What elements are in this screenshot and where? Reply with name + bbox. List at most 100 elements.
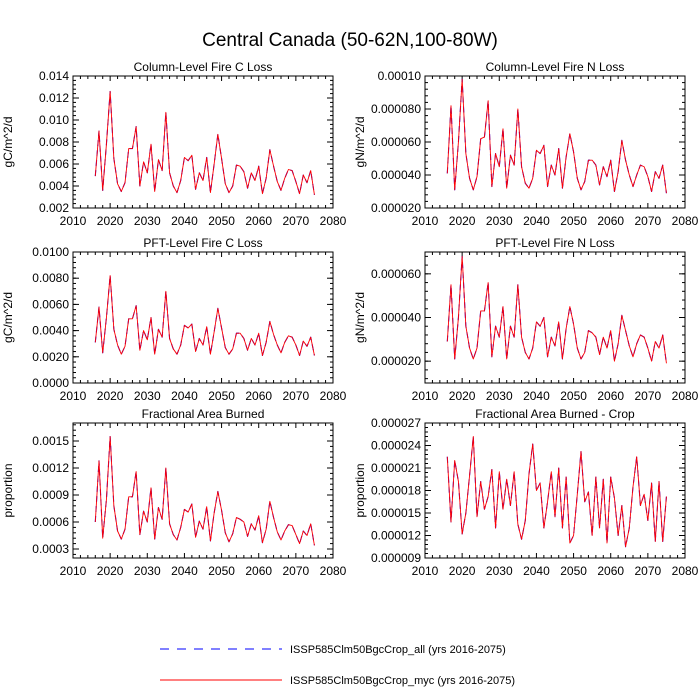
y-tick-label: 0.0060: [32, 297, 69, 311]
x-tick-label: 2060: [245, 214, 272, 228]
x-tick-label: 2080: [672, 214, 699, 228]
panel-title: PFT-Level Fire C Loss: [143, 236, 262, 250]
series-line-myc: [94, 436, 315, 546]
y-tick-label: 0.000027: [371, 416, 421, 430]
y-tick-label: 0.0040: [32, 324, 69, 338]
y-tick-label: 0.014: [39, 69, 69, 83]
y-tick-label: 0.010: [39, 113, 69, 127]
x-tick-label: 2050: [560, 564, 587, 578]
panel-title: Fractional Area Burned: [142, 407, 265, 421]
x-tick-label: 2080: [320, 564, 347, 578]
x-tick-label: 2020: [97, 214, 124, 228]
y-axis-label: gC/m^2/d: [1, 117, 15, 168]
x-tick-label: 2040: [523, 389, 550, 403]
plot-frame: [424, 75, 686, 209]
x-tick-label: 2010: [412, 564, 439, 578]
y-tick-label: 0.000009: [371, 551, 421, 565]
x-tick-label: 2050: [560, 214, 587, 228]
x-tick-label: 2010: [412, 389, 439, 403]
panel-title: Fractional Area Burned - Crop: [475, 407, 635, 421]
x-tick-label: 2060: [597, 564, 624, 578]
x-tick-label: 2060: [597, 214, 624, 228]
y-tick-label: 0.000012: [371, 529, 421, 543]
y-tick-label: 0.000060: [371, 267, 421, 281]
x-tick-label: 2070: [283, 389, 310, 403]
y-tick-label: 0.000040: [371, 311, 421, 325]
series-line-all: [94, 435, 315, 546]
x-tick-label: 2030: [486, 214, 513, 228]
series-line-myc: [94, 275, 315, 356]
y-axis-label: proportion: [353, 463, 367, 517]
panel-title: Column-Level Fire C Loss: [134, 60, 273, 74]
y-tick-label: 0.002: [39, 201, 69, 215]
panel-5: Fractional Area Burned proportion 2010 2020…: [1, 407, 347, 578]
y-tick-label: 0.008: [39, 135, 69, 149]
series-line-all: [446, 78, 667, 194]
x-tick-label: 2040: [171, 214, 198, 228]
y-tick-label: 0.000060: [371, 135, 421, 149]
x-tick-label: 2050: [208, 389, 235, 403]
x-tick-label: 2080: [320, 389, 347, 403]
y-tick-label: 0.000021: [371, 461, 421, 475]
y-tick-label: 0.0015: [32, 434, 69, 448]
x-tick-label: 2020: [449, 214, 476, 228]
y-tick-label: 0.0000: [32, 376, 69, 390]
x-tick-label: 2030: [486, 564, 513, 578]
y-tick-label: 0.00010: [378, 69, 422, 83]
x-tick-label: 2020: [97, 389, 124, 403]
x-tick-label: 2040: [523, 214, 550, 228]
x-tick-label: 2030: [134, 214, 161, 228]
legend-label-all: ISSP585Clm50BgcCrop_all (yrs 2016-2075): [290, 644, 506, 656]
x-tick-label: 2060: [597, 389, 624, 403]
plot-frame: [72, 251, 334, 384]
series-line-all: [94, 275, 315, 357]
y-tick-label: 0.000080: [371, 102, 421, 116]
y-tick-label: 0.0012: [32, 461, 69, 475]
panel-title: Column-Level Fire N Loss: [486, 60, 625, 74]
y-tick-label: 0.0080: [32, 271, 69, 285]
panel-3: PFT-Level Fire C Loss gC/m^2/d 2010 2020 203…: [1, 236, 347, 403]
y-tick-label: 0.000015: [371, 506, 421, 520]
x-tick-label: 2070: [635, 214, 662, 228]
panel-6: Fractional Area Burned - Crop proportion 2…: [353, 407, 699, 578]
y-tick-label: 0.006: [39, 157, 69, 171]
figure-title: Central Canada (50-62N,100-80W): [202, 30, 498, 51]
x-tick-label: 2010: [60, 389, 87, 403]
x-tick-label: 2010: [60, 564, 87, 578]
y-tick-label: 0.000040: [371, 168, 421, 182]
x-tick-label: 2030: [134, 389, 161, 403]
panel-2: Column-Level Fire N Loss gN/m^2/d 2010 2020…: [353, 60, 699, 228]
y-tick-label: 0.0100: [32, 245, 69, 259]
y-axis-label: gN/m^2/d: [353, 117, 367, 168]
y-tick-label: 0.000018: [371, 484, 421, 498]
series-line-myc: [446, 255, 667, 364]
x-tick-label: 2070: [635, 564, 662, 578]
y-tick-label: 0.004: [39, 179, 69, 193]
x-tick-label: 2030: [486, 389, 513, 403]
x-tick-label: 2080: [672, 564, 699, 578]
series-line-all: [94, 90, 315, 195]
x-tick-label: 2080: [672, 389, 699, 403]
y-axis-label: gC/m^2/d: [1, 292, 15, 343]
x-tick-label: 2040: [171, 389, 198, 403]
x-tick-label: 2020: [449, 564, 476, 578]
y-axis-label: proportion: [1, 463, 15, 517]
series-line-myc: [446, 78, 667, 194]
x-tick-label: 2020: [97, 564, 124, 578]
y-axis-label: gN/m^2/d: [353, 292, 367, 343]
x-tick-label: 2050: [208, 214, 235, 228]
x-tick-label: 2030: [134, 564, 161, 578]
y-tick-label: 0.000024: [371, 439, 421, 453]
plot-frame: [424, 422, 686, 559]
y-tick-label: 0.0003: [32, 542, 69, 556]
panel-title: PFT-Level Fire N Loss: [495, 236, 614, 250]
x-tick-label: 2040: [171, 564, 198, 578]
x-tick-label: 2070: [283, 214, 310, 228]
series-line-myc: [446, 436, 667, 548]
x-tick-label: 2060: [245, 389, 272, 403]
x-tick-label: 2080: [320, 214, 347, 228]
legend: ISSP585Clm50BgcCrop_all (yrs 2016-2075) …: [160, 644, 515, 687]
panels: Column-Level Fire C Loss gC/m^2/d 2010 2020…: [1, 60, 699, 578]
x-tick-label: 2040: [523, 564, 550, 578]
